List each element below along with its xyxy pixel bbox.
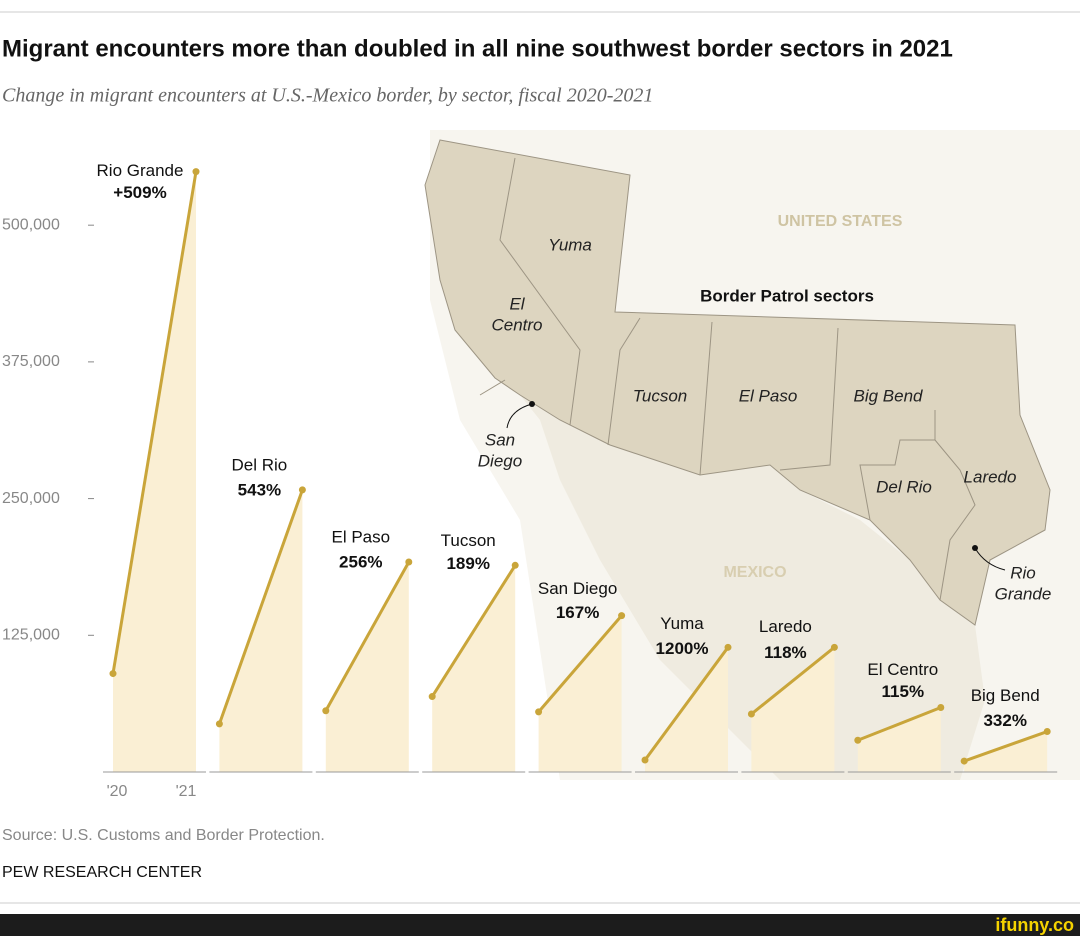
line [857, 706, 942, 742]
country-label: MEXICO [723, 564, 786, 581]
sector-label: Rio [1010, 563, 1036, 582]
area [857, 707, 941, 772]
line [217, 489, 304, 725]
line [750, 646, 836, 716]
sector-label: Del Rio [876, 477, 932, 496]
map-leader [974, 547, 1006, 571]
change-label: 115% [882, 682, 925, 701]
change-label: 256% [339, 553, 382, 572]
area [432, 565, 516, 772]
line [111, 171, 198, 674]
sector-label: Tucson [633, 386, 688, 405]
point [724, 643, 732, 651]
change-label: +509% [113, 183, 166, 202]
area [325, 562, 409, 772]
map: UNITED STATES MEXICO Border Patrol secto… [424, 130, 1080, 780]
sector-label: Diego [478, 451, 522, 470]
point [192, 168, 200, 176]
y-tick-label: 125,000 [2, 627, 60, 644]
series-label: El Centro [867, 660, 938, 679]
line [430, 564, 517, 698]
point [747, 710, 755, 718]
sector-label: San [485, 430, 515, 449]
line [963, 730, 1048, 763]
change-label: 189% [446, 554, 489, 573]
area [964, 731, 1048, 772]
line [643, 646, 730, 761]
change-label: 1200% [656, 639, 709, 658]
series-label: Yuma [660, 614, 704, 633]
point [511, 561, 519, 569]
change-label: 167% [556, 603, 599, 622]
sector-label: El Paso [739, 386, 798, 405]
sector-label: Laredo [964, 467, 1017, 486]
point [109, 670, 117, 678]
point [618, 612, 626, 620]
line [324, 561, 411, 712]
area [751, 647, 835, 772]
point [215, 720, 223, 728]
area [113, 171, 196, 773]
point [405, 558, 413, 566]
point [854, 736, 862, 744]
y-tick-label: 500,000 [2, 216, 60, 233]
sector-label: Grande [995, 584, 1052, 603]
mexico-land [520, 395, 985, 780]
point [535, 708, 543, 716]
point [322, 707, 330, 715]
point [641, 756, 649, 764]
x-tick-label: '20 [107, 783, 128, 800]
series-label: El Paso [332, 528, 391, 547]
sector-borders [479, 157, 976, 601]
point [937, 703, 945, 711]
publisher: PEW RESEARCH CENTER [2, 864, 202, 881]
x-tick-label: '21 [176, 783, 197, 800]
point [1043, 728, 1051, 736]
change-label: 332% [983, 711, 1026, 730]
map-leader [506, 403, 533, 429]
country-label: UNITED STATES [778, 213, 903, 230]
sector-label: El [509, 294, 525, 313]
point [428, 693, 436, 701]
change-label: 543% [238, 480, 281, 499]
chart-subtitle: Change in migrant encounters at U.S.-Mex… [2, 85, 653, 107]
point [298, 486, 306, 494]
point [830, 643, 838, 651]
source: Source: U.S. Customs and Border Protecti… [2, 827, 325, 844]
sector-label: Centro [491, 315, 542, 334]
series-label: Big Bend [971, 686, 1040, 705]
chart-title: Migrant encounters more than doubled in … [2, 35, 953, 62]
footer-bar [0, 914, 1080, 936]
watermark: ifunny.co [995, 915, 1074, 935]
series-label: Tucson [441, 531, 496, 550]
y-tick-label: 375,000 [2, 353, 60, 370]
sector-label: Big Bend [854, 386, 924, 405]
map-legend-title: Border Patrol sectors [700, 286, 874, 305]
series-label: San Diego [538, 579, 617, 598]
line [537, 614, 623, 713]
series-label: Rio Grande [97, 161, 184, 180]
area [645, 647, 728, 772]
series-label: Laredo [759, 617, 812, 636]
series-label: Del Rio [232, 455, 288, 474]
change-label: 118% [764, 643, 807, 662]
area [538, 615, 622, 772]
area [219, 489, 303, 772]
y-tick-label: 250,000 [2, 490, 60, 507]
point [960, 757, 968, 765]
sector-label: Yuma [548, 235, 592, 254]
plot: 125,000 250,000 375,000 500,000 Rio Grande +5… [2, 161, 1058, 800]
